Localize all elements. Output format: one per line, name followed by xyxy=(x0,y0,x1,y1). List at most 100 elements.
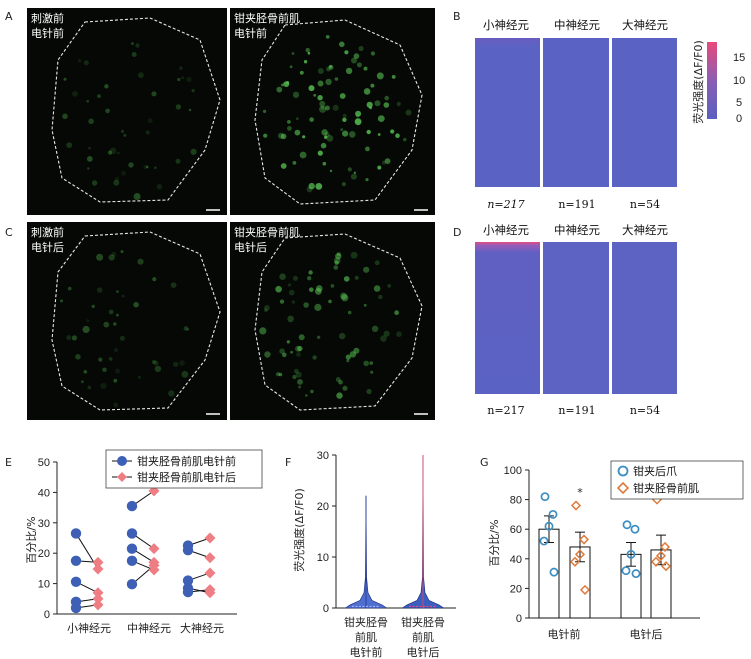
cell xyxy=(175,158,181,164)
image-bottom-left: 刺激前 电针后 xyxy=(27,222,227,420)
cell xyxy=(319,100,326,107)
cell xyxy=(264,308,268,313)
legend: 钳夹胫骨前肌电针前 钳夹胫骨前肌电针后 xyxy=(105,449,263,489)
cell xyxy=(286,340,290,344)
cell xyxy=(320,142,327,149)
point-after xyxy=(148,543,160,555)
cell xyxy=(86,319,90,323)
cell xyxy=(387,284,392,288)
cell xyxy=(120,129,125,133)
colorbar-tick: 15 xyxy=(733,52,745,64)
cell xyxy=(119,335,125,341)
cell xyxy=(342,117,347,123)
cell xyxy=(264,305,270,311)
cell xyxy=(369,361,374,365)
cell xyxy=(86,156,93,162)
cell xyxy=(295,117,299,120)
cell xyxy=(340,292,347,300)
cell xyxy=(287,315,294,323)
cell xyxy=(317,80,324,87)
point-tibialis xyxy=(579,584,591,595)
cell xyxy=(347,167,352,172)
cell xyxy=(328,299,332,304)
point-before xyxy=(70,602,82,614)
cell xyxy=(66,335,72,341)
cell xyxy=(335,377,341,382)
cell xyxy=(86,99,89,103)
y-tick-label: 10 xyxy=(38,579,50,591)
cell xyxy=(370,83,375,88)
cell xyxy=(345,67,353,75)
cell xyxy=(328,64,334,70)
cell xyxy=(324,131,330,138)
cell xyxy=(394,310,399,316)
chart-f: 0 10 20 30 荧光强度(ΔF/F0) 钳夹胫骨前肌电针前 钳夹胫骨前肌电针后 xyxy=(292,450,456,659)
cell xyxy=(67,286,72,291)
panel-letter-f: F xyxy=(285,456,291,469)
cell xyxy=(324,135,328,139)
cell xyxy=(103,321,110,328)
y-tick-label: 50 xyxy=(38,457,50,469)
cell xyxy=(181,370,189,378)
point-before xyxy=(126,555,138,566)
cell xyxy=(378,294,383,300)
point-after xyxy=(204,552,216,564)
point-before xyxy=(70,528,82,539)
cell xyxy=(287,125,292,131)
cell xyxy=(115,290,119,294)
point-after xyxy=(204,532,216,544)
cell xyxy=(314,288,322,295)
cell xyxy=(308,182,315,190)
cell xyxy=(353,171,357,174)
heatmap-header: 大神经元 xyxy=(622,18,668,32)
cell xyxy=(77,58,82,63)
cell xyxy=(292,91,300,99)
neuron-count: n=217 xyxy=(487,404,524,417)
point-after xyxy=(92,593,104,605)
ganglion-outline xyxy=(51,231,221,411)
legend-marker-tibialis xyxy=(616,481,630,495)
point-before xyxy=(126,543,138,554)
point-tibialis xyxy=(578,534,590,545)
cell xyxy=(98,357,103,362)
cell xyxy=(83,60,89,66)
cell xyxy=(366,388,372,395)
cell xyxy=(322,161,327,166)
cell xyxy=(303,60,308,64)
cell xyxy=(347,310,352,315)
cell xyxy=(310,389,314,394)
cell xyxy=(289,65,293,69)
cell xyxy=(113,378,118,383)
cell xyxy=(63,77,67,81)
cell xyxy=(109,147,117,155)
cell xyxy=(113,402,119,408)
legend-marker-hindpaw xyxy=(617,465,629,477)
point-hindpaw xyxy=(539,536,549,546)
y-tick-label: 0 xyxy=(516,613,522,625)
cell xyxy=(191,89,195,93)
colorbar: 15 10 5 0 荧光强度(ΔF/F0) xyxy=(691,40,745,125)
heatmap-header: 中神经元 xyxy=(554,223,600,237)
cell xyxy=(363,88,371,95)
point-hindpaw xyxy=(631,569,641,579)
fluorescent-cells xyxy=(259,251,402,399)
image-label: 电针后 xyxy=(234,240,267,254)
cell xyxy=(338,379,343,385)
heatmap-column xyxy=(543,242,609,394)
cell xyxy=(299,70,304,75)
cell xyxy=(96,253,104,261)
cell xyxy=(263,133,268,138)
x-tick-label: 电针后 xyxy=(630,627,663,641)
cell xyxy=(91,304,95,309)
y-tick-label: 60 xyxy=(510,524,522,536)
cell xyxy=(153,360,159,366)
cell xyxy=(279,348,285,355)
cell xyxy=(290,350,293,354)
cell xyxy=(358,45,364,52)
cell xyxy=(390,129,395,134)
neuron-count: n=191 xyxy=(558,404,595,417)
legend: 钳夹后爪 钳夹胫骨前肌 xyxy=(610,460,744,500)
cell xyxy=(373,285,381,292)
cell xyxy=(346,359,350,363)
point-hindpaw xyxy=(540,492,550,502)
